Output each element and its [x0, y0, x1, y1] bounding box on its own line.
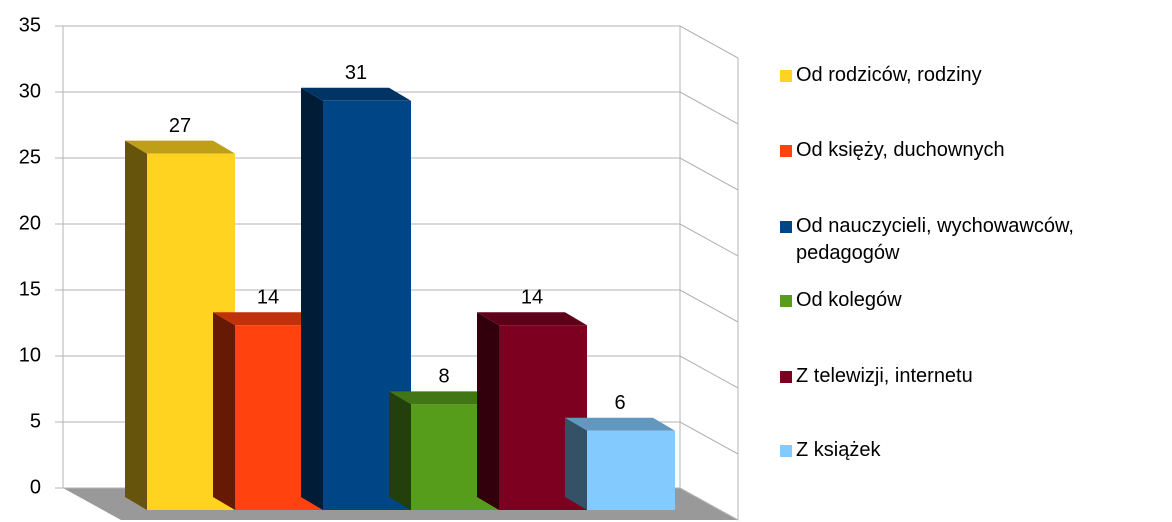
legend-swatch [780, 145, 792, 157]
legend-entry: Z telewizji, internetu [780, 363, 1170, 390]
value-label: 14 [257, 286, 279, 308]
bar-top [125, 140, 235, 154]
legend-swatch [780, 221, 792, 233]
grid-line-side [679, 487, 739, 521]
y-tick-label: 15 [19, 278, 41, 300]
grid-line-side [679, 91, 739, 125]
bar-side [213, 312, 235, 510]
value-label: 6 [614, 392, 625, 414]
bar-side [389, 391, 411, 510]
grid-line-side [679, 157, 739, 191]
grid-line-side [679, 25, 739, 59]
bar-side [477, 312, 499, 510]
y-tick-label: 25 [19, 146, 41, 168]
legend-entry: Od rodziców, rodziny [780, 62, 1170, 89]
y-tick-label: 10 [19, 344, 41, 366]
y-tick-label: 30 [19, 80, 41, 102]
y-tick-label: 20 [19, 212, 41, 234]
legend-swatch [780, 371, 792, 383]
value-label: 14 [521, 286, 543, 308]
value-label: 31 [345, 62, 367, 84]
bar-top [477, 312, 587, 326]
grid-line-side [679, 223, 739, 257]
legend-entry: Od księży, duchownych [780, 137, 1170, 164]
legend-label: Od nauczycieli, wychowawców, pedagogów [796, 215, 1074, 264]
legend-entry: Od kolegów [780, 287, 1170, 314]
bar-side [301, 87, 323, 511]
legend-swatch [780, 445, 792, 457]
legend-label: Od kolegów [796, 289, 902, 311]
bar [587, 430, 675, 510]
grid-line-side [679, 355, 739, 389]
legend-entry: Z książek [780, 437, 1170, 464]
y-tick-label: 5 [30, 410, 41, 432]
grid-line-side [679, 421, 739, 455]
y-tick-label: 0 [30, 476, 41, 498]
legend-swatch [780, 295, 792, 307]
legend-label: Z książek [796, 439, 881, 461]
y-tick-label: 35 [19, 14, 41, 36]
bar-top [301, 87, 411, 101]
value-label: 27 [169, 115, 191, 137]
bar-top [213, 312, 323, 326]
bar-top [565, 417, 675, 431]
value-label: 8 [438, 366, 449, 388]
legend-entry: Od nauczycieli, wychowawców, pedagogów [780, 213, 1170, 267]
bar-side [125, 140, 147, 510]
legend-swatch [780, 70, 792, 82]
legend-label: Od rodziców, rodziny [796, 64, 982, 86]
bar-side [565, 417, 587, 510]
legend-label: Z telewizji, internetu [796, 365, 973, 387]
grid-line-side [679, 289, 739, 323]
bar-top [389, 391, 499, 405]
legend-label: Od księży, duchownych [796, 139, 1005, 161]
